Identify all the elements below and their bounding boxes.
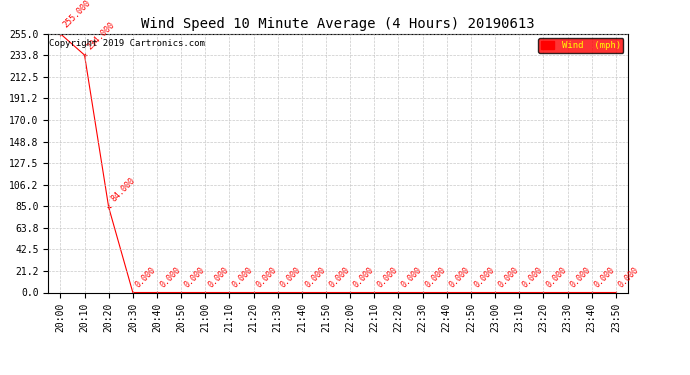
Text: 0.000: 0.000	[496, 266, 520, 290]
Legend: Wind  (mph): Wind (mph)	[538, 38, 623, 53]
Text: 0.000: 0.000	[472, 266, 496, 290]
Text: 0.000: 0.000	[400, 266, 424, 290]
Text: 0.000: 0.000	[375, 266, 400, 290]
Text: 0.000: 0.000	[569, 266, 593, 290]
Text: 0.000: 0.000	[448, 266, 472, 290]
Text: Copyright 2019 Cartronics.com: Copyright 2019 Cartronics.com	[50, 39, 206, 48]
Text: 234.000: 234.000	[86, 20, 117, 51]
Text: 0.000: 0.000	[351, 266, 375, 290]
Text: 0.000: 0.000	[303, 266, 327, 290]
Text: 84.000: 84.000	[110, 176, 137, 203]
Text: 0.000: 0.000	[206, 266, 230, 290]
Text: 0.000: 0.000	[520, 266, 544, 290]
Text: 255.000: 255.000	[61, 0, 92, 30]
Text: 0.000: 0.000	[424, 266, 448, 290]
Text: 0.000: 0.000	[230, 266, 255, 290]
Text: 0.000: 0.000	[617, 266, 641, 290]
Text: 0.000: 0.000	[158, 266, 182, 290]
Text: 0.000: 0.000	[134, 266, 158, 290]
Text: 0.000: 0.000	[593, 266, 617, 290]
Text: 0.000: 0.000	[544, 266, 569, 290]
Text: 0.000: 0.000	[327, 266, 351, 290]
Text: 0.000: 0.000	[182, 266, 206, 290]
Title: Wind Speed 10 Minute Average (4 Hours) 20190613: Wind Speed 10 Minute Average (4 Hours) 2…	[141, 17, 535, 31]
Text: 0.000: 0.000	[279, 266, 303, 290]
Text: 0.000: 0.000	[255, 266, 279, 290]
